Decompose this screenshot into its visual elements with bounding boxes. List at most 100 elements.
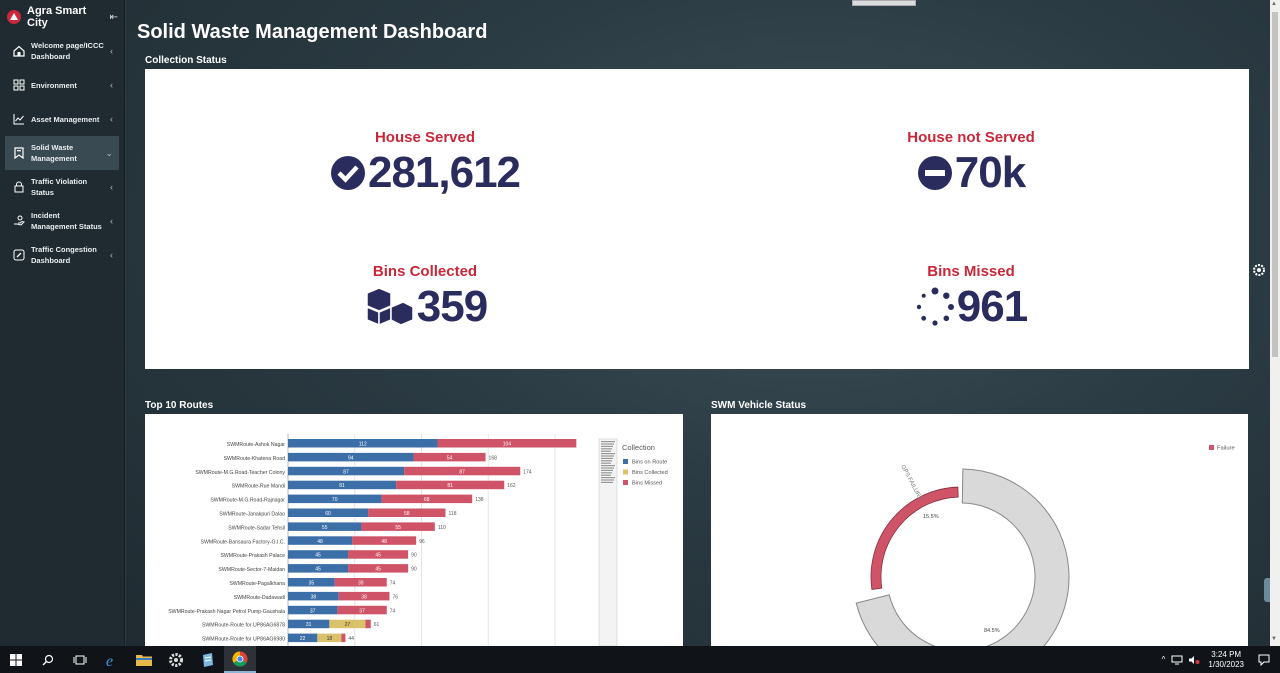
kpi-bins-missed: Bins Missed 961 — [831, 263, 1111, 332]
scrollbar-thumb[interactable] — [1272, 12, 1278, 357]
bar-value-label: 48 — [317, 539, 323, 545]
tray-expand-icon[interactable]: ^ — [1162, 655, 1166, 664]
route-category-label: SWMRoute-Dadawadi — [234, 595, 285, 601]
slice-percent-label: 84.5% — [984, 628, 1000, 634]
scroll-down-arrow-icon[interactable]: ▼ — [1271, 636, 1277, 642]
route-category-label: SWMRoute-Rue Mandi — [232, 484, 285, 490]
scroll-strip-mark — [601, 448, 612, 449]
cubes-icon — [363, 285, 415, 329]
notifications-icon[interactable] — [1258, 654, 1270, 666]
route-category-label: SWMRoute-M.G.Road-Teacher Colony — [195, 470, 285, 476]
route-category-label: SWMRoute-Janakpuri Dalao — [219, 512, 285, 518]
scroll-strip-mark — [601, 446, 613, 447]
edit-icon — [13, 249, 25, 261]
kpi-value: 359 — [417, 282, 487, 332]
chevron-left-icon: ‹ — [110, 46, 113, 57]
bar-value-label: 81 — [447, 483, 453, 489]
route-category-label: SWMRoute-Route for UP86AG6980 — [202, 637, 285, 643]
bar-total-label: 162 — [507, 483, 516, 489]
agra-logo-icon — [6, 9, 22, 25]
bar-total-label: 138 — [475, 497, 484, 503]
clock[interactable]: 3:24 PM 1/30/2023 — [1208, 650, 1244, 670]
sidebar-item-traffic-congestion[interactable]: Traffic Congestion Dashboard ‹ — [5, 238, 119, 272]
legend-swatch — [623, 470, 628, 475]
scroll-up-arrow-icon[interactable]: ▲ — [1271, 1, 1277, 7]
scroll-strip-mark — [601, 460, 612, 461]
kpi-label: Bins Missed — [831, 263, 1111, 280]
main-content: Solid Waste Management Dashboard Collect… — [126, 0, 1270, 646]
kpi-bins-collected: Bins Collected 359 — [285, 263, 565, 332]
bar-segment — [365, 620, 370, 629]
hand-icon — [13, 215, 25, 227]
sidebar-item-asset-management[interactable]: Asset Management ‹ — [5, 102, 119, 136]
route-category-label: SWMRoute-Sadar Tehsil — [228, 525, 285, 531]
sidebar-item-environment[interactable]: Environment ‹ — [5, 68, 119, 102]
windows-start-icon[interactable] — [0, 646, 32, 673]
task-view-icon[interactable] — [64, 646, 96, 673]
bar-value-label: 31 — [306, 622, 312, 628]
route-category-label: SWMRoute-Khatena Road — [224, 456, 286, 462]
bar-total-label: 61 — [374, 622, 380, 628]
collection-status-title: Collection Status — [145, 55, 227, 66]
legend-swatch — [1209, 445, 1214, 450]
bar-value-label: 60 — [325, 511, 331, 517]
bar-value-label: 27 — [345, 622, 351, 628]
bookmark-icon — [13, 147, 25, 159]
bar-value-label: 87 — [459, 469, 465, 475]
legend-swatch — [623, 480, 628, 485]
kpi-house-served: House Served 281,612 — [285, 129, 565, 198]
sidebar-item-welcome[interactable]: Welcome page/ICCC Dashboard ‹ — [5, 34, 119, 68]
top-routes-chart[interactable]: SWMRoute-Ashok Nagar 112 104 SWMRoute-Khate… — [145, 414, 683, 646]
search-icon[interactable] — [32, 646, 64, 673]
app-name: Agra Smart City — [27, 5, 101, 29]
scroll-strip-mark — [601, 482, 613, 483]
bar-value-label: 38 — [311, 594, 317, 600]
vehicle-status-chart[interactable]: GPS FAILURE 15.5% 84.5% Failure — [711, 414, 1248, 646]
chrome-app-icon[interactable] — [224, 646, 256, 673]
page-scrollbar[interactable]: ▲ ▼ — [1270, 0, 1280, 646]
scroll-strip-mark — [601, 475, 611, 476]
bar-total-label: 74 — [390, 608, 396, 614]
settings-app-icon[interactable] — [160, 646, 192, 673]
collapse-sidebar-icon[interactable]: ⇤ — [110, 12, 118, 23]
sidebar-item-label: Traffic Violation Status — [31, 176, 107, 198]
kpi-label: Bins Collected — [285, 263, 565, 280]
slice-name-label: GPS FAILURE — [899, 464, 923, 502]
spinner-icon — [915, 287, 955, 327]
toolbar-selector[interactable] — [852, 0, 916, 6]
bar-value-label: 35 — [309, 581, 315, 587]
scroll-strip-mark — [601, 463, 611, 464]
settings-gear-icon[interactable] — [1252, 263, 1266, 277]
bar-total-label: 90 — [411, 567, 417, 573]
chevron-left-icon: ‹ — [110, 114, 113, 125]
route-category-label: SWMRoute-Route for UP86AG6878 — [202, 623, 285, 629]
bar-total-label: 96 — [419, 539, 425, 545]
network-icon[interactable] — [1171, 655, 1183, 665]
chevron-left-icon: ‹ — [110, 250, 113, 261]
bar-value-label: 55 — [395, 525, 401, 531]
notepad-app-icon[interactable] — [192, 646, 224, 673]
bar-value-label: 37 — [310, 608, 316, 614]
brand: Agra Smart City ⇤ — [0, 0, 124, 34]
sidebar: Agra Smart City ⇤ Welcome page/ICCC Dash… — [0, 0, 125, 646]
sidebar-item-solid-waste-management[interactable]: Solid Waste Management ⌄ — [5, 136, 119, 170]
sidebar-item-label: Traffic Congestion Dashboard — [31, 244, 107, 266]
scroll-strip-mark — [601, 441, 615, 442]
vehicle-status-panel: GPS FAILURE 15.5% 84.5% Failure — [711, 414, 1248, 646]
top-routes-panel: SWMRoute-Ashok Nagar 112 104 SWMRoute-Khate… — [145, 414, 683, 646]
top-routes-title: Top 10 Routes — [145, 400, 213, 411]
sidebar-item-incident-management[interactable]: Incident Management Status ‹ — [5, 204, 119, 238]
volume-muted-icon[interactable] — [1188, 655, 1200, 665]
sidebar-item-traffic-violation[interactable]: Traffic Violation Status ‹ — [5, 170, 119, 204]
line-chart-icon — [13, 113, 25, 125]
bar-total-label: 110 — [438, 525, 446, 531]
route-category-label: SWMRoute-Prakash Nagar Petrol Pump-Gaush… — [168, 609, 285, 615]
file-explorer-icon[interactable] — [128, 646, 160, 673]
scroll-strip-mark — [601, 443, 614, 444]
slice-percent-label: 15.5% — [923, 514, 939, 520]
internet-explorer-icon[interactable]: e — [96, 646, 128, 673]
kpi-value: 281,612 — [368, 148, 520, 198]
legend-label: Bins Collected — [632, 470, 668, 476]
scroll-strip-mark — [601, 453, 615, 454]
route-category-label: SWMRoute-M.G.Road-Rajnagar — [210, 498, 285, 504]
